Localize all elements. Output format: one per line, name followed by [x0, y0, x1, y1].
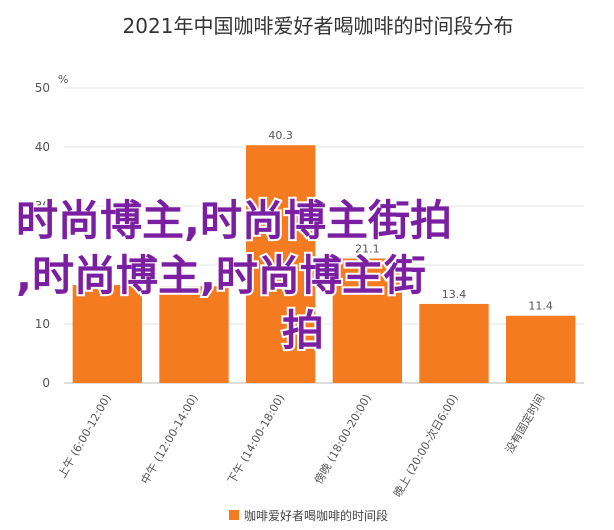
bar [72, 285, 142, 383]
watermark: 时尚博主,时尚博主街拍 ,时尚博主,时尚博主街 拍 [14, 194, 454, 357]
bar [246, 145, 316, 383]
y-tick-label: 0 [42, 376, 50, 390]
y-tick-label: 40 [35, 140, 50, 154]
bar [159, 286, 229, 383]
legend-swatch [229, 510, 239, 520]
watermark-line-3: 拍 [282, 306, 324, 355]
bars [72, 145, 576, 383]
chart-title: 2021年中国咖啡爱好者喝咖啡的时间段分布 [123, 14, 514, 38]
y-tick-label: 50 [35, 81, 50, 95]
y-tick-label: 10 [35, 317, 50, 331]
legend-label: 咖啡爱好者喝咖啡的时间段 [244, 508, 388, 523]
bar [506, 315, 576, 383]
data-labels: 40.3 21.1 13.4 11.4 [268, 129, 553, 313]
y-axis-ticks: 0 10 20 30 40 50 [35, 81, 50, 390]
bar [419, 303, 489, 383]
bar-value-label: 40.3 [268, 129, 293, 142]
bar [332, 258, 402, 383]
bar-value-label: 21.1 [355, 243, 380, 256]
y-tick-label: 20 [35, 258, 50, 272]
y-tick-label: 30 [35, 199, 50, 213]
y-axis-unit: % [58, 73, 68, 86]
watermark-line-2: ,时尚博主,时尚博主街 [16, 251, 426, 300]
bar-value-label: 11.4 [528, 300, 553, 313]
legend: 咖啡爱好者喝咖啡的时间段 [229, 508, 388, 523]
watermark-line-1: 时尚博主,时尚博主街拍 [16, 196, 452, 245]
bar-value-label: 13.4 [442, 288, 467, 301]
gridlines [64, 87, 584, 325]
